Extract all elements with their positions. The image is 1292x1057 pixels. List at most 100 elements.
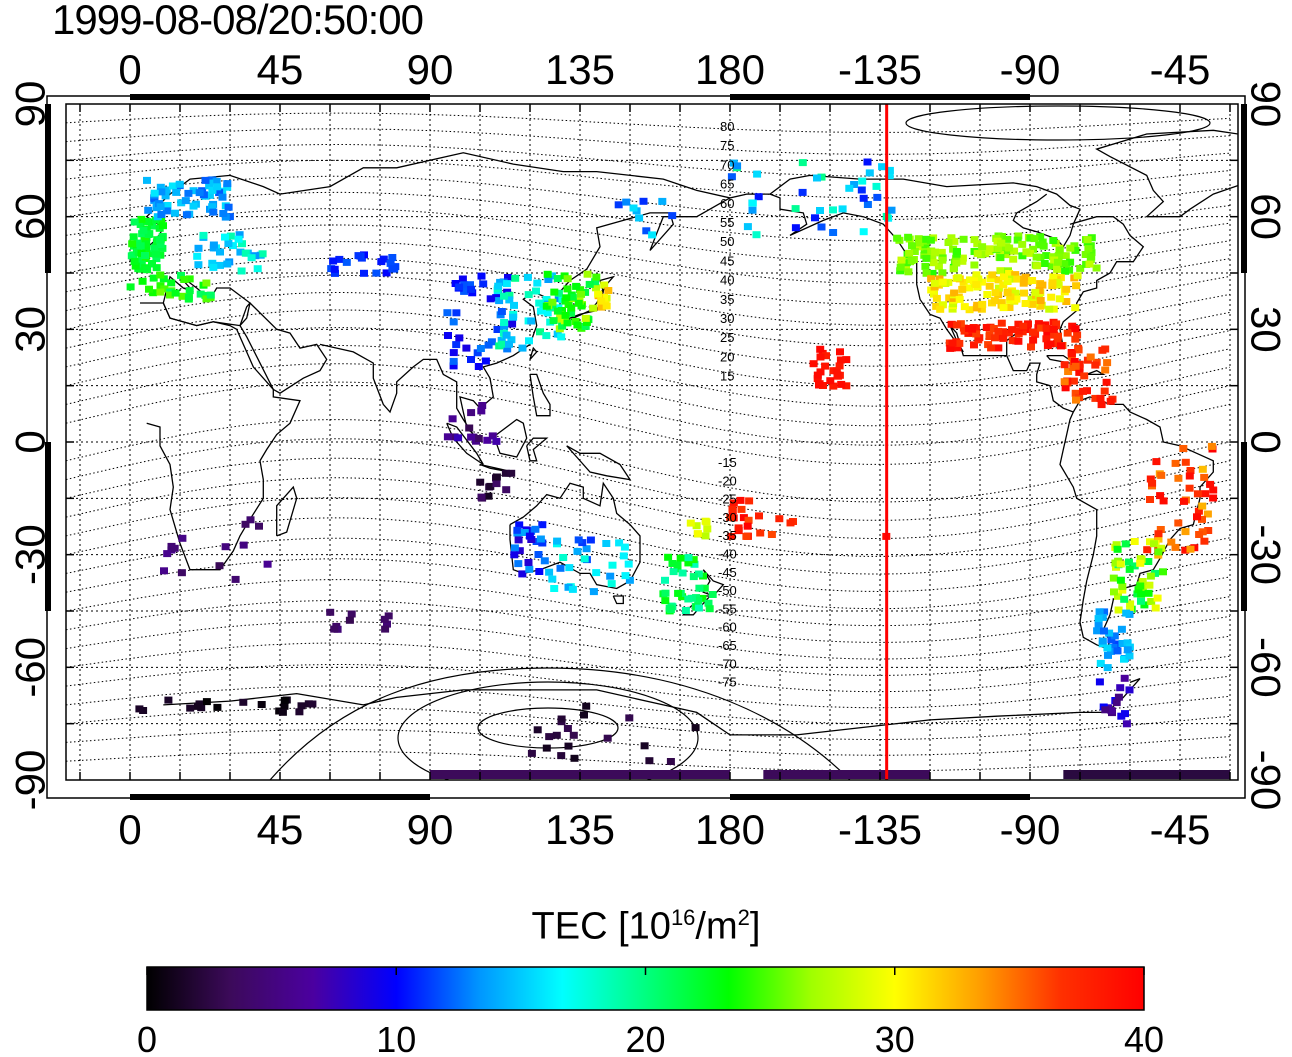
- mag-lat-contour: [66, 558, 1231, 627]
- tec-square: [444, 332, 452, 339]
- tec-square: [1071, 304, 1080, 312]
- tec-square: [938, 256, 947, 264]
- tec-square: [542, 296, 551, 303]
- tec-square: [734, 524, 743, 532]
- tec-square: [972, 281, 981, 288]
- colorbar-tick-label: 20: [625, 1019, 665, 1057]
- tec-square: [533, 726, 542, 734]
- tec-square: [954, 274, 962, 282]
- tec-square: [1022, 248, 1031, 256]
- tec-square: [642, 227, 651, 235]
- tec-square: [443, 309, 452, 317]
- tec-square: [1105, 629, 1114, 637]
- tec-square: [1040, 260, 1049, 267]
- tec-square: [1123, 639, 1132, 647]
- south-pole-arc: [269, 667, 851, 780]
- tec-square: [1114, 606, 1123, 614]
- tec-square: [950, 237, 959, 245]
- tec-square: [1049, 305, 1058, 313]
- tec-square: [148, 260, 156, 267]
- tec-square: [557, 715, 566, 723]
- tec-square: [1137, 556, 1146, 564]
- x-tick-label-bottom: -90: [1000, 806, 1061, 853]
- tec-square: [308, 700, 317, 708]
- tec-square: [958, 257, 967, 265]
- tec-square: [263, 560, 272, 568]
- tec-square: [1054, 332, 1062, 340]
- tec-square: [930, 290, 938, 298]
- tec-square: [162, 207, 171, 215]
- coastline-path: [239, 302, 328, 394]
- tec-square: [592, 569, 601, 577]
- tec-square: [139, 226, 148, 234]
- tec-square: [574, 299, 583, 307]
- tec-square: [1103, 359, 1112, 367]
- tec-square: [896, 263, 905, 271]
- tec-square: [1147, 598, 1156, 605]
- tec-square: [973, 301, 982, 309]
- tec-square: [603, 734, 612, 742]
- tec-square: [199, 231, 208, 239]
- y-tick-label-left: 60: [7, 193, 54, 240]
- tec-square: [532, 287, 540, 295]
- tec-square: [1014, 320, 1023, 328]
- tec-square: [1027, 343, 1035, 351]
- tec-square: [1073, 331, 1082, 339]
- tec-square: [1114, 693, 1123, 701]
- tec-square: [455, 334, 464, 342]
- tec-square: [137, 260, 146, 268]
- tec-square: [208, 186, 217, 194]
- tec-square: [829, 382, 838, 390]
- magnetic-contours: [66, 105, 1231, 780]
- tec-square: [215, 189, 224, 197]
- tec-square: [354, 252, 363, 260]
- coastline-path: [769, 174, 1081, 248]
- colorbar-tick-label: 10: [376, 1019, 416, 1057]
- tec-square: [572, 282, 581, 290]
- tec-square: [931, 248, 940, 256]
- tec-square: [1157, 471, 1166, 479]
- tec-square: [904, 268, 913, 276]
- tec-square: [1056, 274, 1065, 282]
- tec-square: [492, 480, 501, 488]
- tec-square: [666, 606, 675, 614]
- colorbar-tick-label: 0: [137, 1019, 157, 1057]
- tec-square: [878, 163, 887, 171]
- tec-square: [705, 605, 714, 613]
- tec-square: [194, 261, 203, 269]
- tec-square: [295, 708, 304, 716]
- tec-square: [815, 380, 824, 388]
- tec-square: [978, 300, 987, 308]
- coastline-path: [1086, 369, 1106, 376]
- tec-square: [568, 293, 577, 301]
- tec-square: [821, 362, 830, 370]
- tec-square: [726, 514, 735, 521]
- tec-square: [1100, 608, 1109, 616]
- tec-square: [1198, 465, 1207, 473]
- tec-square: [597, 297, 606, 305]
- tec-square: [922, 269, 931, 277]
- tec-square: [997, 299, 1006, 307]
- tec-square: [160, 567, 168, 575]
- tec-square: [484, 492, 493, 500]
- tec-square: [449, 318, 458, 326]
- tec-square: [1085, 260, 1094, 268]
- tec-square: [1185, 472, 1194, 480]
- tec-square: [1072, 396, 1080, 404]
- tec-square: [500, 322, 509, 330]
- tec-square: [1116, 560, 1125, 568]
- tec-square: [518, 570, 527, 578]
- tec-square: [181, 197, 190, 205]
- tec-square: [476, 345, 485, 352]
- tec-square: [548, 575, 557, 583]
- mag-lat-contour: [66, 159, 1231, 199]
- tec-square: [921, 262, 930, 270]
- tec-square: [1146, 496, 1154, 503]
- tec-square: [661, 589, 670, 597]
- tec-square: [836, 356, 845, 364]
- tec-square: [221, 213, 230, 221]
- tec-square: [704, 599, 713, 607]
- tec-square: [1110, 632, 1119, 640]
- coastlines: [132, 129, 1238, 736]
- tec-square: [1200, 473, 1209, 481]
